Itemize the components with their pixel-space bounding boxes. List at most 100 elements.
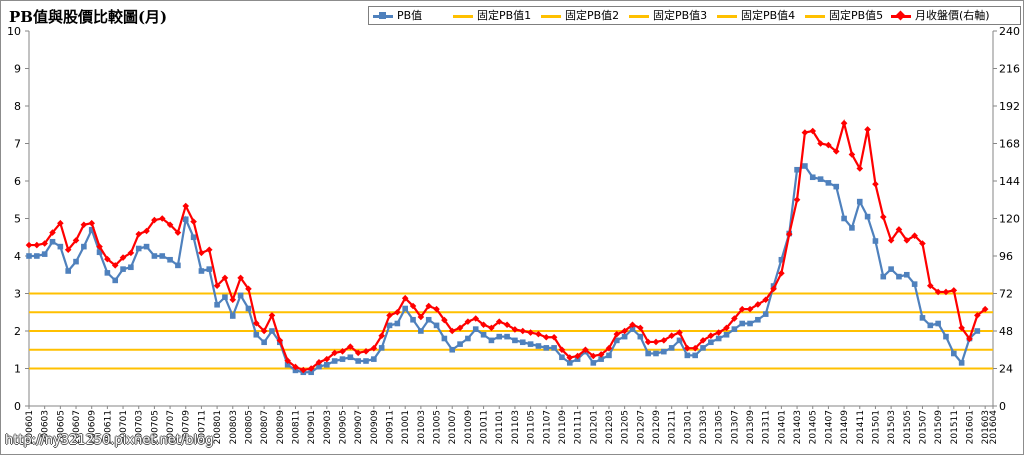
pb-point — [958, 360, 965, 366]
price-point — [699, 337, 707, 344]
series-pb — [26, 163, 981, 376]
x-tick-label: 201403 — [793, 410, 803, 444]
price-point — [895, 226, 903, 233]
pb-point — [755, 316, 761, 323]
price-point — [143, 227, 150, 235]
price-point — [746, 305, 754, 313]
pb-point — [496, 333, 503, 340]
y-left-tick-label: 5 — [14, 213, 21, 226]
price-point — [519, 327, 527, 335]
price-point — [72, 237, 80, 244]
pb-point — [527, 341, 534, 347]
pb-point — [339, 356, 346, 362]
price-point — [205, 246, 213, 254]
pb-point — [661, 348, 667, 355]
x-tick-label: 201107 — [542, 410, 552, 444]
pb-point — [629, 326, 636, 332]
pb-point — [559, 354, 565, 361]
x-tick-label: 201309 — [746, 410, 756, 445]
pb-point — [653, 350, 659, 357]
pb-point — [849, 225, 855, 231]
price-point — [738, 305, 746, 313]
y-right-tick-label: 168 — [999, 138, 1020, 151]
watermark: http://ny321250.pixnet.net/blog — [5, 433, 214, 448]
x-tick-label: 200709 — [182, 410, 192, 445]
price-point — [182, 202, 190, 210]
price-point — [872, 180, 879, 188]
pb-point — [355, 358, 361, 364]
price-point — [840, 119, 848, 127]
y-right-tick-label: 144 — [999, 175, 1020, 188]
pb-point — [214, 301, 220, 308]
y-right-tick-label: 240 — [999, 25, 1020, 38]
pb-point — [198, 268, 205, 274]
price-point — [668, 332, 675, 339]
price-point — [33, 241, 41, 249]
x-tick-label: 200703 — [135, 410, 145, 444]
price-point — [315, 358, 323, 366]
pb-point — [261, 339, 267, 346]
pb-point — [731, 326, 738, 332]
price-point — [347, 343, 354, 350]
price-point — [527, 329, 534, 336]
price-point — [723, 324, 730, 332]
x-tick-label: 200811 — [291, 410, 301, 444]
price-point — [464, 318, 472, 325]
pb-point — [708, 339, 714, 346]
price-point — [605, 344, 613, 352]
y-left-tick-label: 7 — [14, 138, 21, 151]
pb-point — [778, 256, 785, 263]
price-point — [762, 296, 770, 304]
price-point — [339, 348, 346, 355]
price-point — [292, 363, 299, 371]
price-point — [174, 229, 182, 236]
price-point — [550, 333, 558, 341]
x-tick-label: 201411 — [856, 410, 866, 444]
price-point — [856, 165, 864, 172]
x-tick-label: 201005 — [433, 410, 443, 444]
pb-point — [645, 350, 651, 357]
y-right-tick-label: 24 — [999, 363, 1013, 376]
y-left-tick-label: 6 — [14, 175, 21, 188]
price-point — [394, 308, 401, 316]
pb-point — [88, 226, 95, 233]
pb-point — [817, 176, 824, 182]
pb-point — [167, 256, 173, 263]
pb-point — [104, 270, 111, 276]
y-right-tick-label: 0 — [999, 400, 1006, 413]
price-point — [864, 126, 871, 133]
x-tick-label: 200801 — [213, 410, 223, 444]
pb-point — [96, 249, 103, 256]
price-point — [832, 148, 840, 155]
price-point — [245, 285, 252, 293]
x-tick-label: 201009 — [464, 410, 474, 445]
x-tick-label: 200805 — [244, 410, 254, 444]
x-tick-label: 200705 — [150, 410, 160, 444]
pb-point — [441, 335, 448, 342]
pb-point — [49, 238, 56, 245]
pb-point — [864, 213, 871, 220]
price-point — [448, 327, 456, 335]
x-tick-label: 201105 — [527, 410, 537, 444]
pb-point — [715, 335, 722, 342]
pb-point — [598, 356, 604, 362]
price-point — [629, 321, 636, 329]
x-tick-label: 201505 — [903, 410, 913, 444]
price-point — [566, 354, 574, 361]
pb-point — [762, 311, 769, 317]
y-left-tick-label: 2 — [14, 325, 21, 338]
price-point — [252, 319, 260, 327]
pb-point — [809, 174, 816, 181]
pb-point — [386, 322, 393, 329]
chart-title: PB值與股價比較圖(月) — [9, 8, 168, 26]
x-tick-label: 200609 — [88, 410, 98, 445]
price-point — [401, 294, 409, 302]
price-point — [801, 129, 809, 136]
x-tick-label: 200807 — [260, 410, 270, 444]
y-left-tick-label: 0 — [14, 400, 21, 413]
price-point — [331, 349, 338, 357]
x-tick-label: 200611 — [103, 410, 113, 444]
pb-point — [465, 335, 471, 342]
x-tick-label: 201201 — [589, 410, 599, 444]
x-tick-label: 200701 — [119, 410, 129, 444]
